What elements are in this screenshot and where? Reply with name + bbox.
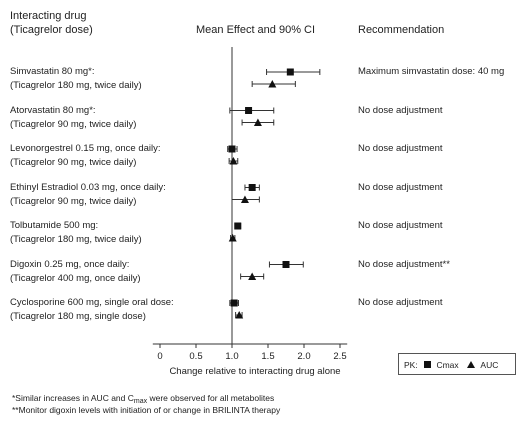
legend-square-icon: [424, 361, 432, 369]
footnote-2: **Monitor digoxin levels with initiation…: [12, 405, 281, 415]
legend-auc-label: AUC: [480, 359, 499, 370]
auc-point: [248, 272, 257, 280]
recommendation-text: No dose adjustment: [358, 104, 443, 116]
drug-label: Levonorgestrel 0.15 mg, once daily: (Tica…: [10, 142, 161, 170]
ticagrelor-dose: (Ticagrelor 400 mg, once daily): [10, 272, 141, 284]
cmax-point: [248, 184, 256, 191]
recommendation-text: No dose adjustment**: [358, 258, 450, 270]
drug-label: Atorvastatin 80 mg*: (Ticagrelor 90 mg, t…: [10, 104, 136, 132]
footnote-1-sub: max: [133, 398, 148, 405]
drug-header-line1: Interacting drug: [10, 10, 87, 22]
footnote-1: *Similar increases in AUC and Cmax were …: [12, 393, 274, 407]
ticagrelor-dose: (Ticagrelor 180 mg, twice daily): [10, 80, 142, 91]
drug-name: Atorvastatin 80 mg*:: [10, 104, 96, 116]
x-tick-label: 0.5: [189, 351, 202, 362]
cmax-point: [230, 299, 238, 307]
drug-label: Cyclosporine 600 mg, single oral dose: (T…: [10, 296, 174, 324]
x-tick-label: 1.0: [225, 351, 238, 362]
auc-point: [235, 311, 244, 319]
x-tick-label: 2.5: [333, 351, 346, 362]
legend-cmax-label: Cmax: [436, 359, 459, 370]
cmax-point: [234, 222, 242, 230]
drug-label: Simvastatin 80 mg*: (Ticagrelor 180 mg, t…: [10, 65, 142, 93]
recommendation-text: No dose adjustment: [358, 143, 443, 154]
auc-point: [253, 118, 262, 126]
drug-name: Ethinyl Estradiol 0.03 mg, once daily:: [10, 181, 166, 193]
x-tick-label: 2.0: [297, 351, 310, 362]
footnote-1-post: were observed for all metabolites: [147, 393, 275, 403]
drug-header-line2: (Ticagrelor dose): [10, 24, 93, 36]
drug-label: Tolbutamide 500 mg: (Ticagrelor 180 mg, t…: [10, 219, 142, 247]
drug-column-header: Interacting drug (Ticagrelor dose): [10, 9, 93, 37]
recommendation-text: Maximum simvastatin dose: 40 mg: [358, 66, 505, 77]
legend-triangle-icon: [467, 361, 476, 369]
effect-column-header: Mean Effect and 90% CI: [196, 24, 316, 36]
auc-point: [229, 157, 238, 165]
cmax-point: [245, 107, 253, 114]
drug-name: Digoxin 0.25 mg, once daily:: [10, 258, 130, 270]
drug-name: Tolbutamide 500 mg:: [10, 220, 99, 231]
x-axis-label: Change relative to interacting drug alon…: [169, 366, 340, 377]
ticagrelor-dose: (Ticagrelor 180 mg, twice daily): [10, 234, 142, 245]
recommendation-text: No dose adjustment: [358, 220, 443, 231]
drug-name: Simvastatin 80 mg*:: [10, 66, 95, 77]
legend-prefix: PK:: [404, 359, 418, 370]
ticagrelor-dose: (Ticagrelor 90 mg, twice daily): [10, 157, 137, 168]
ticagrelor-dose: (Ticagrelor 90 mg, twice daily): [10, 195, 137, 207]
drug-name: Levonorgestrel 0.15 mg, once daily:: [10, 143, 161, 154]
drug-label: Ethinyl Estradiol 0.03 mg, once daily: (T…: [10, 181, 166, 209]
legend: PK: Cmax AUC: [398, 353, 516, 375]
cmax-point: [228, 145, 236, 153]
recommendation-column-header: Recommendation: [358, 24, 445, 36]
ticagrelor-dose: (Ticagrelor 90 mg, twice daily): [10, 118, 137, 130]
x-tick-label: 0: [157, 351, 162, 362]
recommendation-text: No dose adjustment: [358, 181, 443, 193]
ticagrelor-dose: (Ticagrelor 180 mg, single dose): [10, 311, 146, 322]
auc-point: [268, 80, 277, 88]
cmax-point: [282, 261, 290, 268]
auc-point: [228, 234, 237, 242]
drug-name: Cyclosporine 600 mg, single oral dose:: [10, 297, 174, 308]
drug-label: Digoxin 0.25 mg, once daily: (Ticagrelor …: [10, 258, 141, 286]
footnote-1-pre: *Similar increases in AUC and C: [12, 393, 134, 403]
recommendation-text: No dose adjustment: [358, 297, 443, 308]
cmax-point: [286, 68, 294, 76]
auc-point: [240, 195, 249, 203]
x-tick-label: 1.5: [261, 351, 274, 362]
